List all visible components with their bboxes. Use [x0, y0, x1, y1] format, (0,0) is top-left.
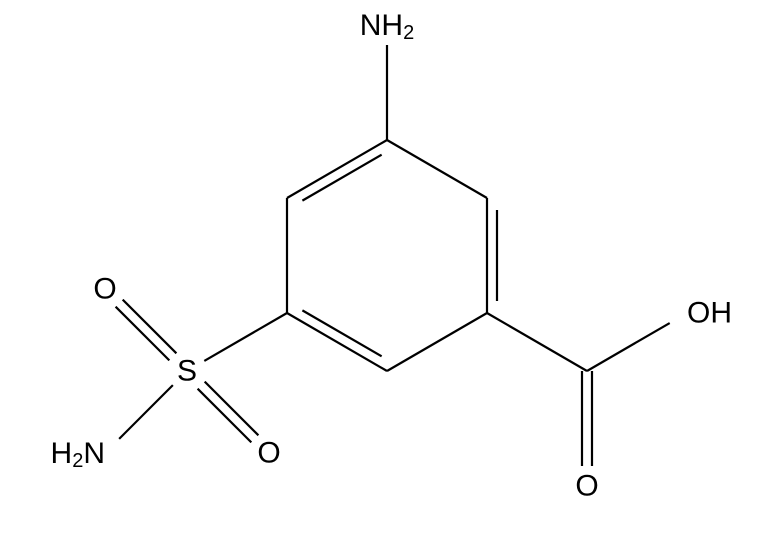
molecule-diagram: NH2 O OH S O O H2N — [0, 0, 774, 547]
atom-label-o_dbl: O — [575, 470, 598, 503]
bond — [204, 313, 287, 361]
bond — [287, 313, 387, 371]
atom-label-o_oh: OH — [687, 297, 732, 330]
bond — [387, 313, 487, 371]
bond — [387, 140, 487, 198]
bond — [302, 155, 381, 201]
bond — [587, 323, 670, 371]
bond — [119, 385, 173, 439]
bond — [123, 300, 177, 354]
bonds-layer — [116, 45, 670, 466]
labels-layer: NH2 O OH S O O H2N — [51, 9, 732, 503]
bond — [205, 382, 259, 436]
atom-label-s: S — [177, 355, 197, 388]
atom-label-s_o_upper: O — [93, 273, 116, 306]
bond — [287, 140, 387, 198]
bond — [116, 307, 170, 361]
atom-label-s_n: H2N — [51, 437, 105, 473]
bond — [198, 389, 252, 443]
bond — [302, 310, 381, 356]
atom-label-s_o_lower: O — [257, 437, 280, 470]
bond — [487, 313, 587, 371]
atom-label-n_top: NH2 — [360, 9, 414, 45]
